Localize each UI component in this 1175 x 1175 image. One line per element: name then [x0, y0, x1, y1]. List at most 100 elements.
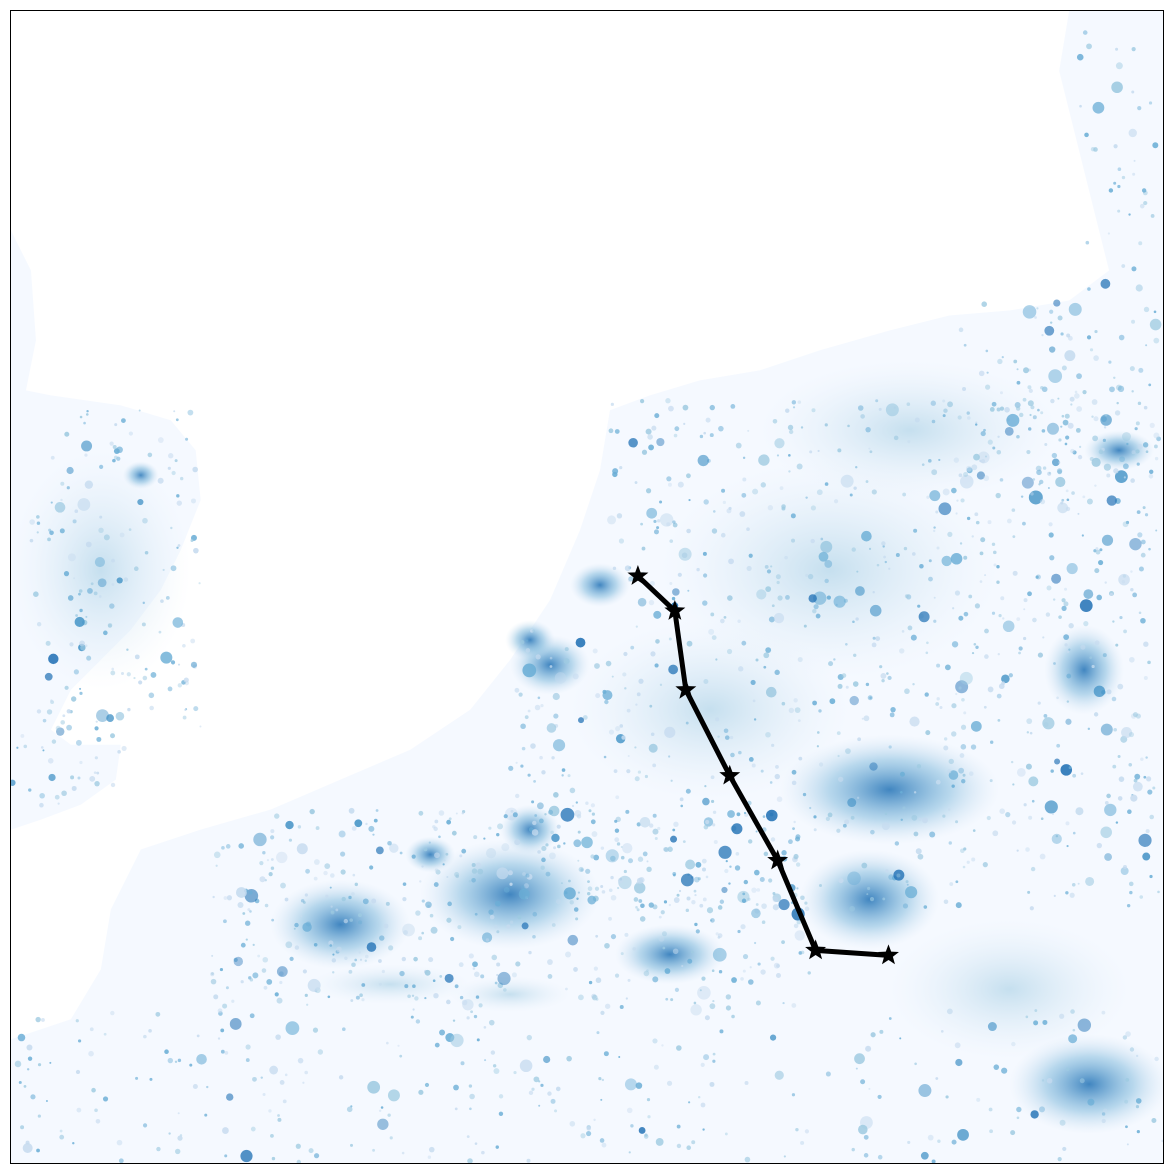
settlement-dot	[634, 776, 640, 782]
settlement-dot	[1067, 422, 1074, 429]
settlement-dot	[1082, 495, 1086, 499]
settlement-dot	[271, 1156, 276, 1161]
settlement-dot	[262, 851, 266, 855]
settlement-dot	[951, 731, 957, 737]
settlement-dot	[1035, 466, 1040, 471]
settlement-dot	[688, 498, 691, 502]
settlement-dot	[951, 784, 955, 788]
settlement-dot	[498, 1094, 504, 1099]
settlement-dot	[685, 721, 689, 725]
settlement-dot	[652, 763, 657, 768]
settlement-dot	[906, 883, 909, 886]
settlement-dot	[518, 692, 523, 697]
settlement-dot	[1152, 786, 1156, 790]
settlement-dot	[776, 454, 780, 457]
settlement-dot	[96, 709, 109, 722]
settlement-dot	[717, 935, 721, 939]
settlement-dot	[661, 1044, 664, 1047]
settlement-dot	[531, 1087, 535, 1091]
settlement-dot	[1075, 427, 1081, 433]
settlement-dot	[785, 408, 790, 413]
settlement-dot	[306, 1003, 309, 1006]
settlement-dot	[1039, 479, 1044, 485]
settlement-dot	[658, 915, 662, 919]
settlement-dot	[1050, 398, 1055, 404]
settlement-dot	[966, 411, 970, 415]
settlement-dot	[868, 547, 872, 550]
settlement-dot	[1029, 731, 1033, 735]
settlement-dot	[1117, 184, 1121, 189]
settlement-dot	[624, 932, 629, 937]
settlement-dot	[763, 652, 770, 659]
settlement-dot	[669, 539, 674, 543]
settlement-dot	[648, 444, 654, 451]
settlement-dot	[401, 1151, 405, 1155]
settlement-dot	[993, 1064, 1000, 1070]
settlement-dot	[1094, 484, 1097, 487]
settlement-dot	[176, 500, 183, 506]
settlement-dot	[276, 997, 283, 1004]
settlement-dot	[109, 441, 114, 446]
settlement-dot	[845, 685, 849, 689]
settlement-dot	[612, 566, 617, 571]
settlement-dot	[1039, 1106, 1046, 1113]
settlement-dot	[266, 859, 270, 862]
settlement-dot	[1074, 390, 1078, 394]
settlement-dot	[742, 953, 749, 960]
settlement-dot	[987, 1022, 997, 1032]
settlement-dot	[1124, 1099, 1129, 1104]
settlement-dot	[250, 1126, 256, 1132]
settlement-dot	[537, 850, 541, 854]
settlement-dot	[865, 1045, 872, 1052]
settlement-dot	[1030, 866, 1036, 872]
settlement-dot	[1075, 807, 1084, 816]
settlement-dot	[85, 541, 92, 548]
settlement-dot	[700, 1102, 706, 1108]
settlement-dot	[668, 405, 674, 412]
settlement-dot	[404, 984, 409, 989]
settlement-dot	[415, 1019, 421, 1024]
settlement-dot	[268, 1109, 272, 1113]
settlement-dot	[1143, 306, 1150, 313]
settlement-dot	[611, 675, 614, 678]
settlement-dot	[1030, 405, 1035, 410]
settlement-dot	[1060, 332, 1064, 336]
settlement-dot	[704, 1015, 710, 1021]
settlement-dot	[997, 718, 1001, 722]
settlement-dot	[1070, 448, 1075, 454]
settlement-dot	[224, 1050, 229, 1055]
settlement-dot	[1145, 450, 1149, 454]
settlement-dot	[399, 851, 403, 855]
settlement-dot	[638, 899, 643, 903]
settlement-dot	[348, 969, 353, 974]
settlement-dot	[785, 594, 790, 600]
settlement-dot	[670, 779, 673, 782]
settlement-dot	[1112, 620, 1115, 623]
settlement-dot	[928, 559, 932, 563]
settlement-dot	[1085, 240, 1090, 245]
settlement-dot	[797, 657, 803, 663]
settlement-dot	[903, 546, 908, 551]
settlement-dot	[323, 870, 328, 876]
settlement-dot	[498, 1111, 504, 1116]
settlement-dot	[619, 466, 623, 470]
settlement-dot	[1083, 589, 1094, 599]
settlement-dot	[1060, 501, 1064, 505]
settlement-dot	[686, 1145, 692, 1151]
settlement-dot	[816, 489, 823, 496]
settlement-dot	[262, 1093, 266, 1097]
settlement-dot	[552, 692, 560, 701]
settlement-dot	[781, 504, 786, 509]
settlement-dot	[742, 456, 746, 460]
settlement-dot	[61, 790, 67, 797]
settlement-dot	[138, 680, 143, 685]
settlement-dot	[160, 651, 173, 664]
settlement-dot	[842, 823, 847, 828]
settlement-dot	[434, 852, 440, 859]
settlement-dot	[604, 942, 610, 949]
settlement-dot	[781, 850, 787, 856]
settlement-dot	[433, 992, 439, 999]
settlement-dot	[931, 419, 936, 424]
settlement-dot	[573, 907, 579, 912]
settlement-dot	[1086, 498, 1093, 505]
